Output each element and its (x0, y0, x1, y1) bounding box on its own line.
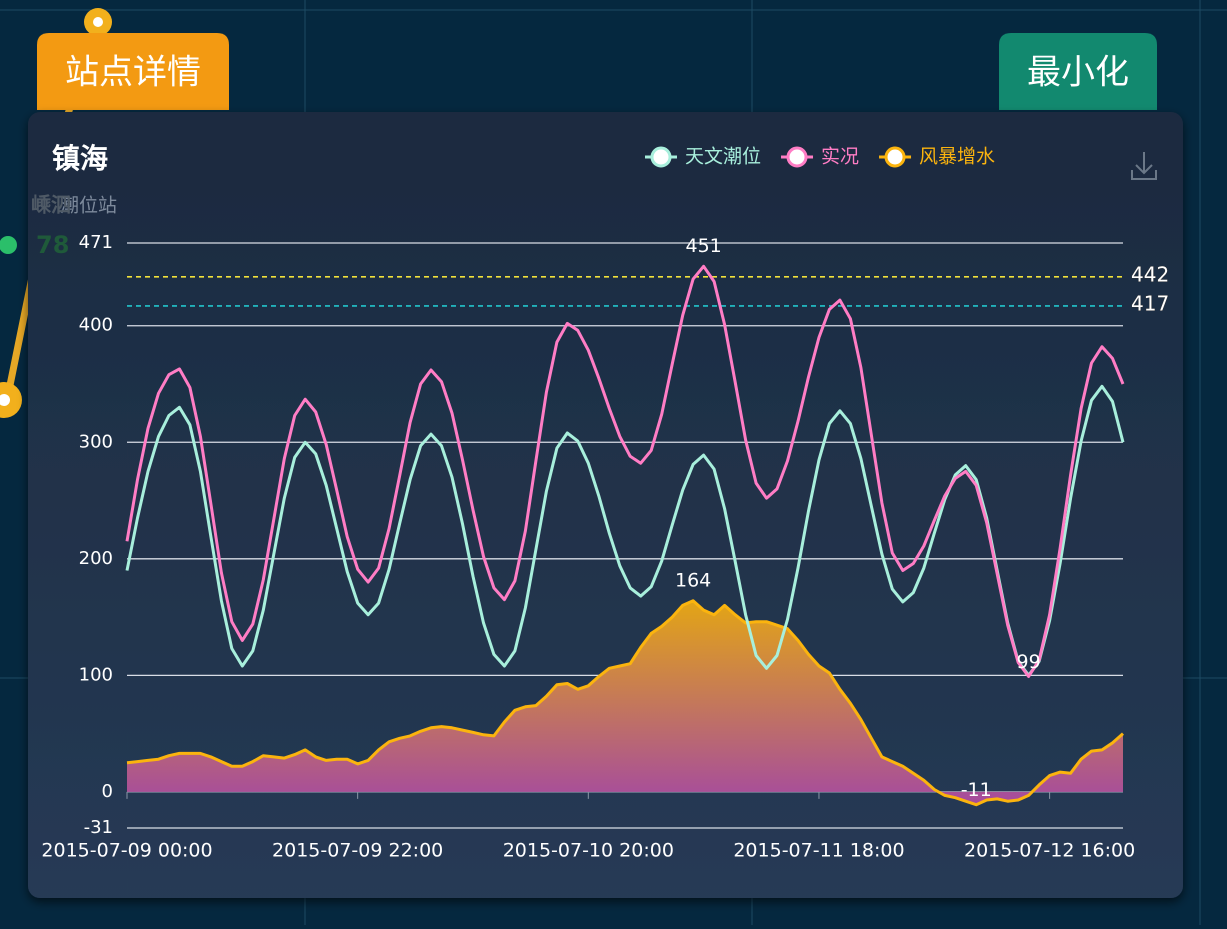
series-line (125, 384, 1125, 677)
data-label: 451 (685, 235, 721, 257)
map-station-name: 嵊泗 (31, 193, 71, 217)
y-tick-label: 400 (79, 315, 113, 336)
x-tick-label: 2015-07-11 18:00 (733, 840, 904, 862)
legend-label[interactable]: 天文潮位 (685, 146, 761, 168)
data-label: 164 (675, 569, 711, 591)
x-tick-label: 2015-07-12 16:00 (964, 840, 1135, 862)
download-icon[interactable] (1131, 152, 1157, 180)
minimize-button-label[interactable]: 最小化 (1027, 53, 1129, 93)
route-node (0, 382, 22, 418)
y-tick-label: 200 (79, 548, 113, 569)
mark-line-label: 417 (1131, 291, 1169, 315)
y-tick-label: 471 (79, 232, 113, 253)
map-station-value: 78 (36, 231, 69, 259)
series-line (126, 599, 1124, 807)
series-line (125, 264, 1125, 678)
legend-marker (884, 146, 906, 168)
panel (28, 112, 1183, 898)
x-tick-label: 2015-07-10 20:00 (503, 840, 674, 862)
chart-title: 镇海 (52, 142, 108, 175)
legend-label[interactable]: 风暴增水 (919, 146, 995, 168)
legend-label[interactable]: 实况 (821, 146, 859, 168)
y-tick-label: 300 (79, 431, 113, 452)
details-button[interactable] (37, 33, 229, 110)
data-label: 99 (1017, 651, 1041, 673)
x-tick-label: 2015-07-09 22:00 (272, 840, 443, 862)
map-station-dot (0, 236, 17, 254)
legend-marker (786, 146, 808, 168)
y-tick-label: 0 (102, 781, 113, 802)
plot: -31 0 100 200 300 400 471 2015-07-09 00:00 2015-… (41, 146, 1169, 862)
y-tick-label: 100 (79, 664, 113, 685)
mark-line-label: 442 (1131, 262, 1169, 286)
legend-marker (650, 146, 672, 168)
y-tick-label: -31 (84, 817, 113, 838)
x-tick-label: 2015-07-09 00:00 (41, 840, 212, 862)
route-node (0, 394, 10, 406)
chart-subtitle: 潮位站 (60, 195, 117, 217)
data-label: -11 (961, 779, 992, 801)
details-button-label[interactable]: 站点详情 (65, 53, 201, 93)
route-node (93, 17, 103, 27)
minimize-button[interactable] (999, 33, 1157, 110)
